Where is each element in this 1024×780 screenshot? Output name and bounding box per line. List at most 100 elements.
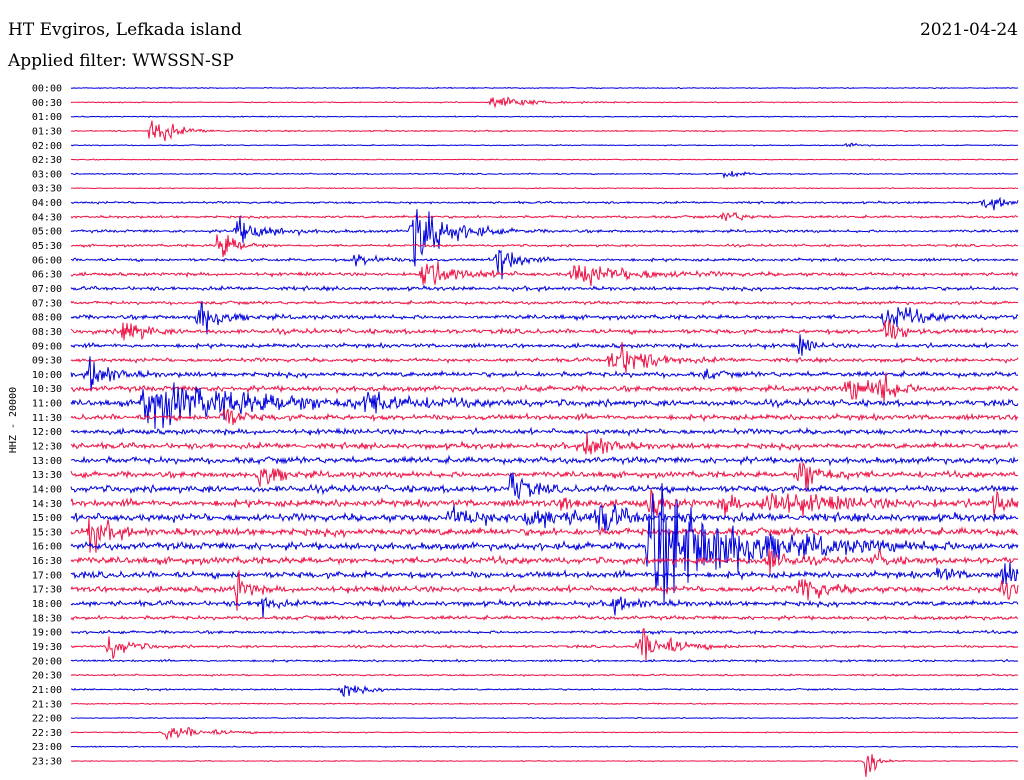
y-axis-label: HHZ - 20000: [8, 387, 19, 453]
trace-line: [70, 334, 1019, 356]
time-label: 01:00: [32, 112, 62, 123]
trace-line: [70, 454, 1019, 467]
station-title: HT Evgiros, Lefkada island: [8, 20, 242, 40]
trace-group: [70, 86, 1019, 777]
trace-line: [70, 426, 1019, 438]
time-label-group: 00:00 00:30 01:00 01:30 02:00 02:30 03:00 03:30…: [32, 84, 62, 768]
time-label: 20:00: [32, 656, 62, 667]
trace-line: [70, 356, 1019, 392]
trace-line: [70, 209, 1019, 267]
trace-line: [70, 284, 1019, 293]
time-label: 19:30: [32, 642, 62, 653]
time-label: 23:00: [32, 742, 62, 753]
time-label: 14:30: [32, 499, 62, 510]
time-label: 02:00: [32, 141, 62, 152]
time-label: 20:30: [32, 671, 62, 682]
trace-line: [70, 629, 1019, 636]
time-label: 13:30: [32, 470, 62, 481]
time-label: 06:30: [32, 270, 62, 281]
trace-line: [70, 408, 1019, 426]
trace-line: [70, 299, 1019, 306]
trace-line: [70, 142, 1019, 148]
time-label: 19:00: [32, 628, 62, 639]
time-label: 11:00: [32, 399, 62, 410]
time-label: 09:30: [32, 356, 62, 367]
time-label: 21:30: [32, 699, 62, 710]
time-label: 13:00: [32, 456, 62, 467]
time-label: 09:00: [32, 341, 62, 352]
trace-line: [70, 684, 1019, 698]
time-label: 22:00: [32, 714, 62, 725]
trace-line: [70, 300, 1019, 335]
trace-line: [70, 320, 1019, 341]
time-label: 07:00: [32, 284, 62, 295]
time-label: 15:00: [32, 513, 62, 524]
trace-line: [70, 727, 1019, 741]
trace-line: [70, 86, 1019, 90]
time-label: 12:00: [32, 427, 62, 438]
time-label: 23:30: [32, 757, 62, 768]
trace-line: [70, 570, 1019, 611]
time-label: 08:30: [32, 327, 62, 338]
trace-line: [70, 249, 1019, 280]
time-label: 04:00: [32, 198, 62, 209]
time-label: 00:30: [32, 98, 62, 109]
time-label: 16:00: [32, 542, 62, 553]
trace-line: [70, 702, 1019, 706]
time-label: 02:30: [32, 155, 62, 166]
time-label: 16:30: [32, 556, 62, 567]
time-label: 10:30: [32, 384, 62, 395]
time-label: 12:30: [32, 442, 62, 453]
trace-line: [70, 614, 1019, 622]
trace-line: [70, 483, 1019, 605]
trace-line: [70, 234, 1019, 257]
time-label: 05:00: [32, 227, 62, 238]
trace-line: [70, 673, 1019, 678]
trace-line: [70, 196, 1019, 211]
time-label: 17:30: [32, 585, 62, 596]
time-label: 22:30: [32, 728, 62, 739]
trace-line: [70, 96, 1019, 109]
trace-line: [70, 562, 1019, 585]
time-label: 18:30: [32, 613, 62, 624]
time-label: 14:00: [32, 484, 62, 495]
trace-line: [70, 596, 1019, 618]
time-label: 17:00: [32, 570, 62, 581]
trace-line: [70, 745, 1019, 749]
time-label: 07:30: [32, 298, 62, 309]
time-label: 15:30: [32, 527, 62, 538]
trace-line: [70, 341, 1019, 373]
time-label: 18:00: [32, 599, 62, 610]
trace-line: [70, 487, 1019, 517]
trace-line: [70, 754, 1019, 777]
trace-line: [70, 461, 1019, 493]
trace-line: [70, 186, 1019, 190]
time-label: 01:30: [32, 126, 62, 137]
trace-line: [70, 517, 1019, 553]
trace-line: [70, 382, 1019, 429]
time-label: 08:00: [32, 313, 62, 324]
trace-line: [70, 211, 1019, 222]
trace-line: [70, 158, 1019, 161]
trace-line: [70, 503, 1019, 534]
time-label: 05:30: [32, 241, 62, 252]
trace-line: [70, 120, 1019, 142]
time-label: 11:30: [32, 413, 62, 424]
trace-line: [70, 432, 1019, 455]
trace-line: [70, 627, 1019, 661]
trace-line: [70, 170, 1018, 179]
trace-line: [70, 548, 1019, 574]
time-label: 21:00: [32, 685, 62, 696]
trace-line: [70, 372, 1019, 403]
time-label: 00:00: [32, 84, 62, 95]
time-label: 04:30: [32, 212, 62, 223]
trace-line: [70, 115, 1019, 119]
trace-line: [70, 716, 1019, 720]
filter-label: Applied filter: WWSSN-SP: [8, 51, 234, 71]
time-label: 03:00: [32, 169, 62, 180]
time-label: 06:00: [32, 255, 62, 266]
trace-line: [70, 658, 1019, 664]
time-label: 03:30: [32, 184, 62, 195]
trace-line: [70, 261, 1019, 287]
